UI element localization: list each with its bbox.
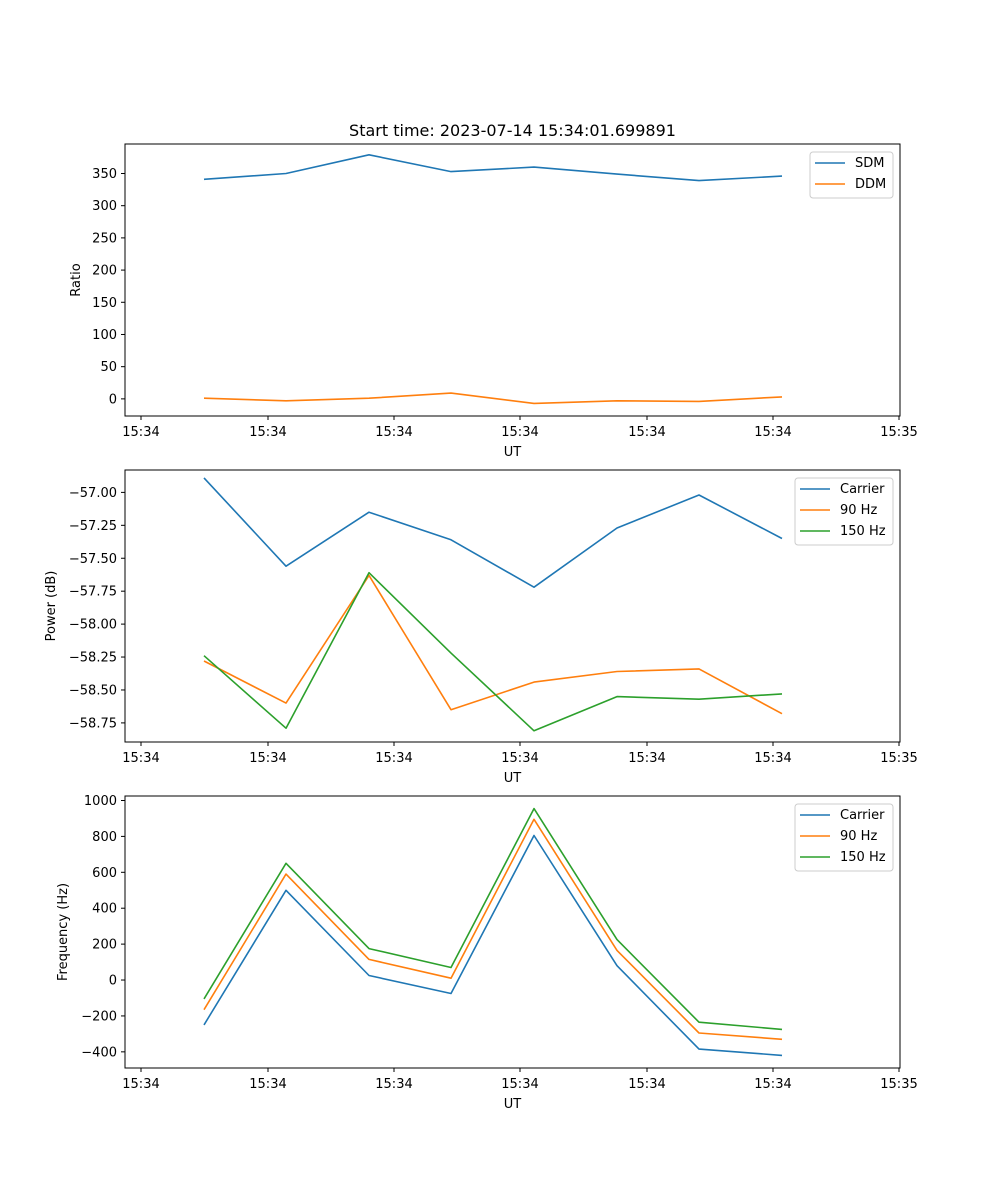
x-tick-label: 15:34	[628, 751, 665, 766]
x-tick-label: 15:34	[501, 751, 538, 766]
ratio-panel: Start time: 2023-07-14 15:34:01.699891 U…	[69, 121, 918, 460]
y-axis-label: Power (dB)	[44, 571, 59, 642]
frequency-panel: UT Frequency (Hz) 15:34 15:34 15:34 15:34 15…	[56, 794, 918, 1112]
x-axis-label: UT	[504, 445, 522, 460]
x-tick-label: 15:34	[249, 425, 286, 440]
power-panel: UT Power (dB) 15:34 15:34 15:34 15:34 15:34 1…	[44, 469, 918, 786]
y-tick-label: 1000	[84, 794, 117, 809]
x-tick-label: 15:34	[501, 425, 538, 440]
y-tick-label: 400	[92, 902, 117, 917]
y-axis-label: Ratio	[69, 263, 84, 296]
x-tick-label: 15:34	[375, 425, 412, 440]
legend-label-150hz: 150 Hz	[840, 524, 886, 539]
plot-area	[124, 795, 901, 1069]
x-tick-label: 15:35	[880, 1077, 917, 1092]
series-line-90-hz	[203, 574, 783, 715]
axis-ticks: 15:34 15:34 15:34 15:34 15:34 15:34 15:35 −57.0…	[69, 486, 918, 766]
y-tick-label: −58.75	[69, 716, 117, 731]
y-tick-label: 50	[100, 360, 117, 375]
y-tick-label: 100	[92, 328, 117, 343]
x-tick-label: 15:34	[628, 425, 665, 440]
y-tick-label: 600	[92, 866, 117, 881]
y-tick-label: 0	[109, 974, 117, 989]
x-tick-label: 15:34	[375, 1077, 412, 1092]
series-line-150-hz	[203, 571, 783, 732]
y-tick-label: −400	[81, 1045, 117, 1060]
axis-ticks: 15:34 15:34 15:34 15:34 15:34 15:34 15:35 −400 −…	[81, 794, 917, 1092]
chart-title: Start time: 2023-07-14 15:34:01.699891	[349, 121, 676, 140]
y-tick-label: −57.50	[69, 552, 117, 567]
y-tick-label: −57.75	[69, 585, 117, 600]
x-tick-label: 15:35	[880, 425, 917, 440]
series-line-150-hz	[203, 807, 783, 1031]
y-tick-label: 250	[92, 231, 117, 246]
series-lines	[203, 154, 783, 405]
x-tick-label: 15:34	[628, 1077, 665, 1092]
legend-label-carrier: Carrier	[840, 808, 885, 823]
y-tick-label: −57.25	[69, 519, 117, 534]
y-tick-label: −58.00	[69, 618, 117, 633]
series-lines	[203, 807, 783, 1057]
y-tick-label: 300	[92, 199, 117, 214]
y-axis-label: Frequency (Hz)	[56, 883, 71, 981]
x-axis-label: UT	[504, 771, 522, 786]
legend: Carrier 90 Hz 150 Hz	[794, 477, 894, 546]
legend-label-carrier: Carrier	[840, 482, 885, 497]
legend: Carrier 90 Hz 150 Hz	[794, 803, 894, 872]
series-line-90-hz	[203, 818, 783, 1041]
series-line-sdm	[203, 154, 783, 182]
x-tick-label: 15:34	[122, 1077, 159, 1092]
legend-label-90hz: 90 Hz	[840, 503, 877, 518]
y-tick-label: −58.50	[69, 683, 117, 698]
x-tick-label: 15:34	[375, 751, 412, 766]
legend-label-150hz: 150 Hz	[840, 850, 886, 865]
legend-label-ddm: DDM	[855, 177, 886, 192]
legend-box	[794, 803, 894, 872]
y-tick-label: −58.25	[69, 651, 117, 666]
x-tick-label: 15:34	[249, 1077, 286, 1092]
series-lines	[203, 477, 783, 732]
y-tick-label: 150	[92, 296, 117, 311]
legend-label-sdm: SDM	[855, 156, 884, 171]
series-line-carrier	[203, 834, 783, 1057]
legend-label-90hz: 90 Hz	[840, 829, 877, 844]
x-tick-label: 15:34	[122, 751, 159, 766]
series-line-ddm	[203, 392, 783, 405]
plot-area	[124, 469, 901, 743]
x-tick-label: 15:34	[754, 425, 791, 440]
axis-ticks: 15:34 15:34 15:34 15:34 15:34 15:34 15:35 0 50 10…	[92, 167, 918, 440]
x-tick-label: 15:34	[122, 425, 159, 440]
y-tick-label: 350	[92, 167, 117, 182]
legend-box	[794, 477, 894, 546]
legend: SDM DDM	[809, 151, 894, 199]
y-tick-label: 200	[92, 264, 117, 279]
y-tick-label: 800	[92, 830, 117, 845]
x-axis-label: UT	[504, 1097, 522, 1112]
x-tick-label: 15:35	[880, 751, 917, 766]
y-tick-label: 0	[109, 392, 117, 407]
y-tick-label: −200	[81, 1009, 117, 1024]
y-tick-label: −57.00	[69, 486, 117, 501]
x-tick-label: 15:34	[249, 751, 286, 766]
plot-area	[124, 143, 901, 417]
x-tick-label: 15:34	[501, 1077, 538, 1092]
x-tick-label: 15:34	[754, 1077, 791, 1092]
series-line-carrier	[203, 477, 783, 589]
y-tick-label: 200	[92, 938, 117, 953]
x-tick-label: 15:34	[754, 751, 791, 766]
